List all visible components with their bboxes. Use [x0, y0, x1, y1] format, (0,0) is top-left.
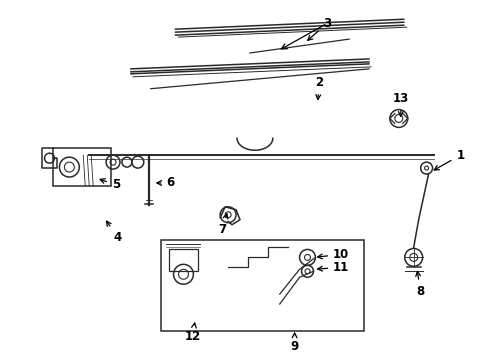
Text: 1: 1	[434, 149, 465, 170]
Text: 8: 8	[416, 271, 425, 298]
Text: 10: 10	[318, 248, 349, 261]
Text: 5: 5	[100, 179, 120, 192]
Bar	[161, 239, 364, 331]
Text: 12: 12	[184, 323, 200, 343]
Text: 9: 9	[291, 333, 299, 353]
Text: 7: 7	[218, 214, 228, 236]
Text: 3: 3	[308, 17, 331, 40]
Bar	[169, 249, 198, 271]
Text: 2: 2	[316, 76, 323, 99]
Text: 6: 6	[157, 176, 175, 189]
Text: 4: 4	[106, 221, 122, 244]
Text: 13: 13	[392, 92, 409, 116]
Bar	[53, 148, 111, 186]
Text: 11: 11	[318, 261, 349, 274]
